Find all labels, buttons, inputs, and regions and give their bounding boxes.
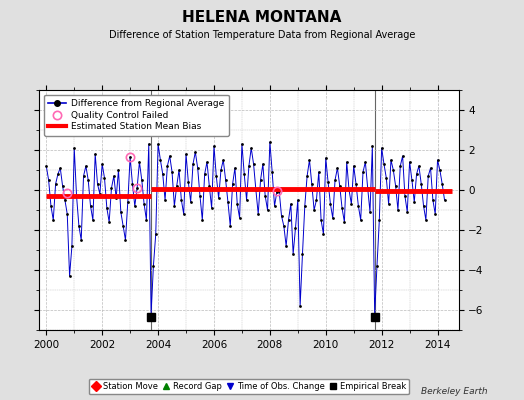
Text: Difference of Station Temperature Data from Regional Average: Difference of Station Temperature Data f… — [109, 30, 415, 40]
Legend: Station Move, Record Gap, Time of Obs. Change, Empirical Break: Station Move, Record Gap, Time of Obs. C… — [89, 378, 409, 394]
Text: Berkeley Earth: Berkeley Earth — [421, 387, 487, 396]
Text: HELENA MONTANA: HELENA MONTANA — [182, 10, 342, 25]
